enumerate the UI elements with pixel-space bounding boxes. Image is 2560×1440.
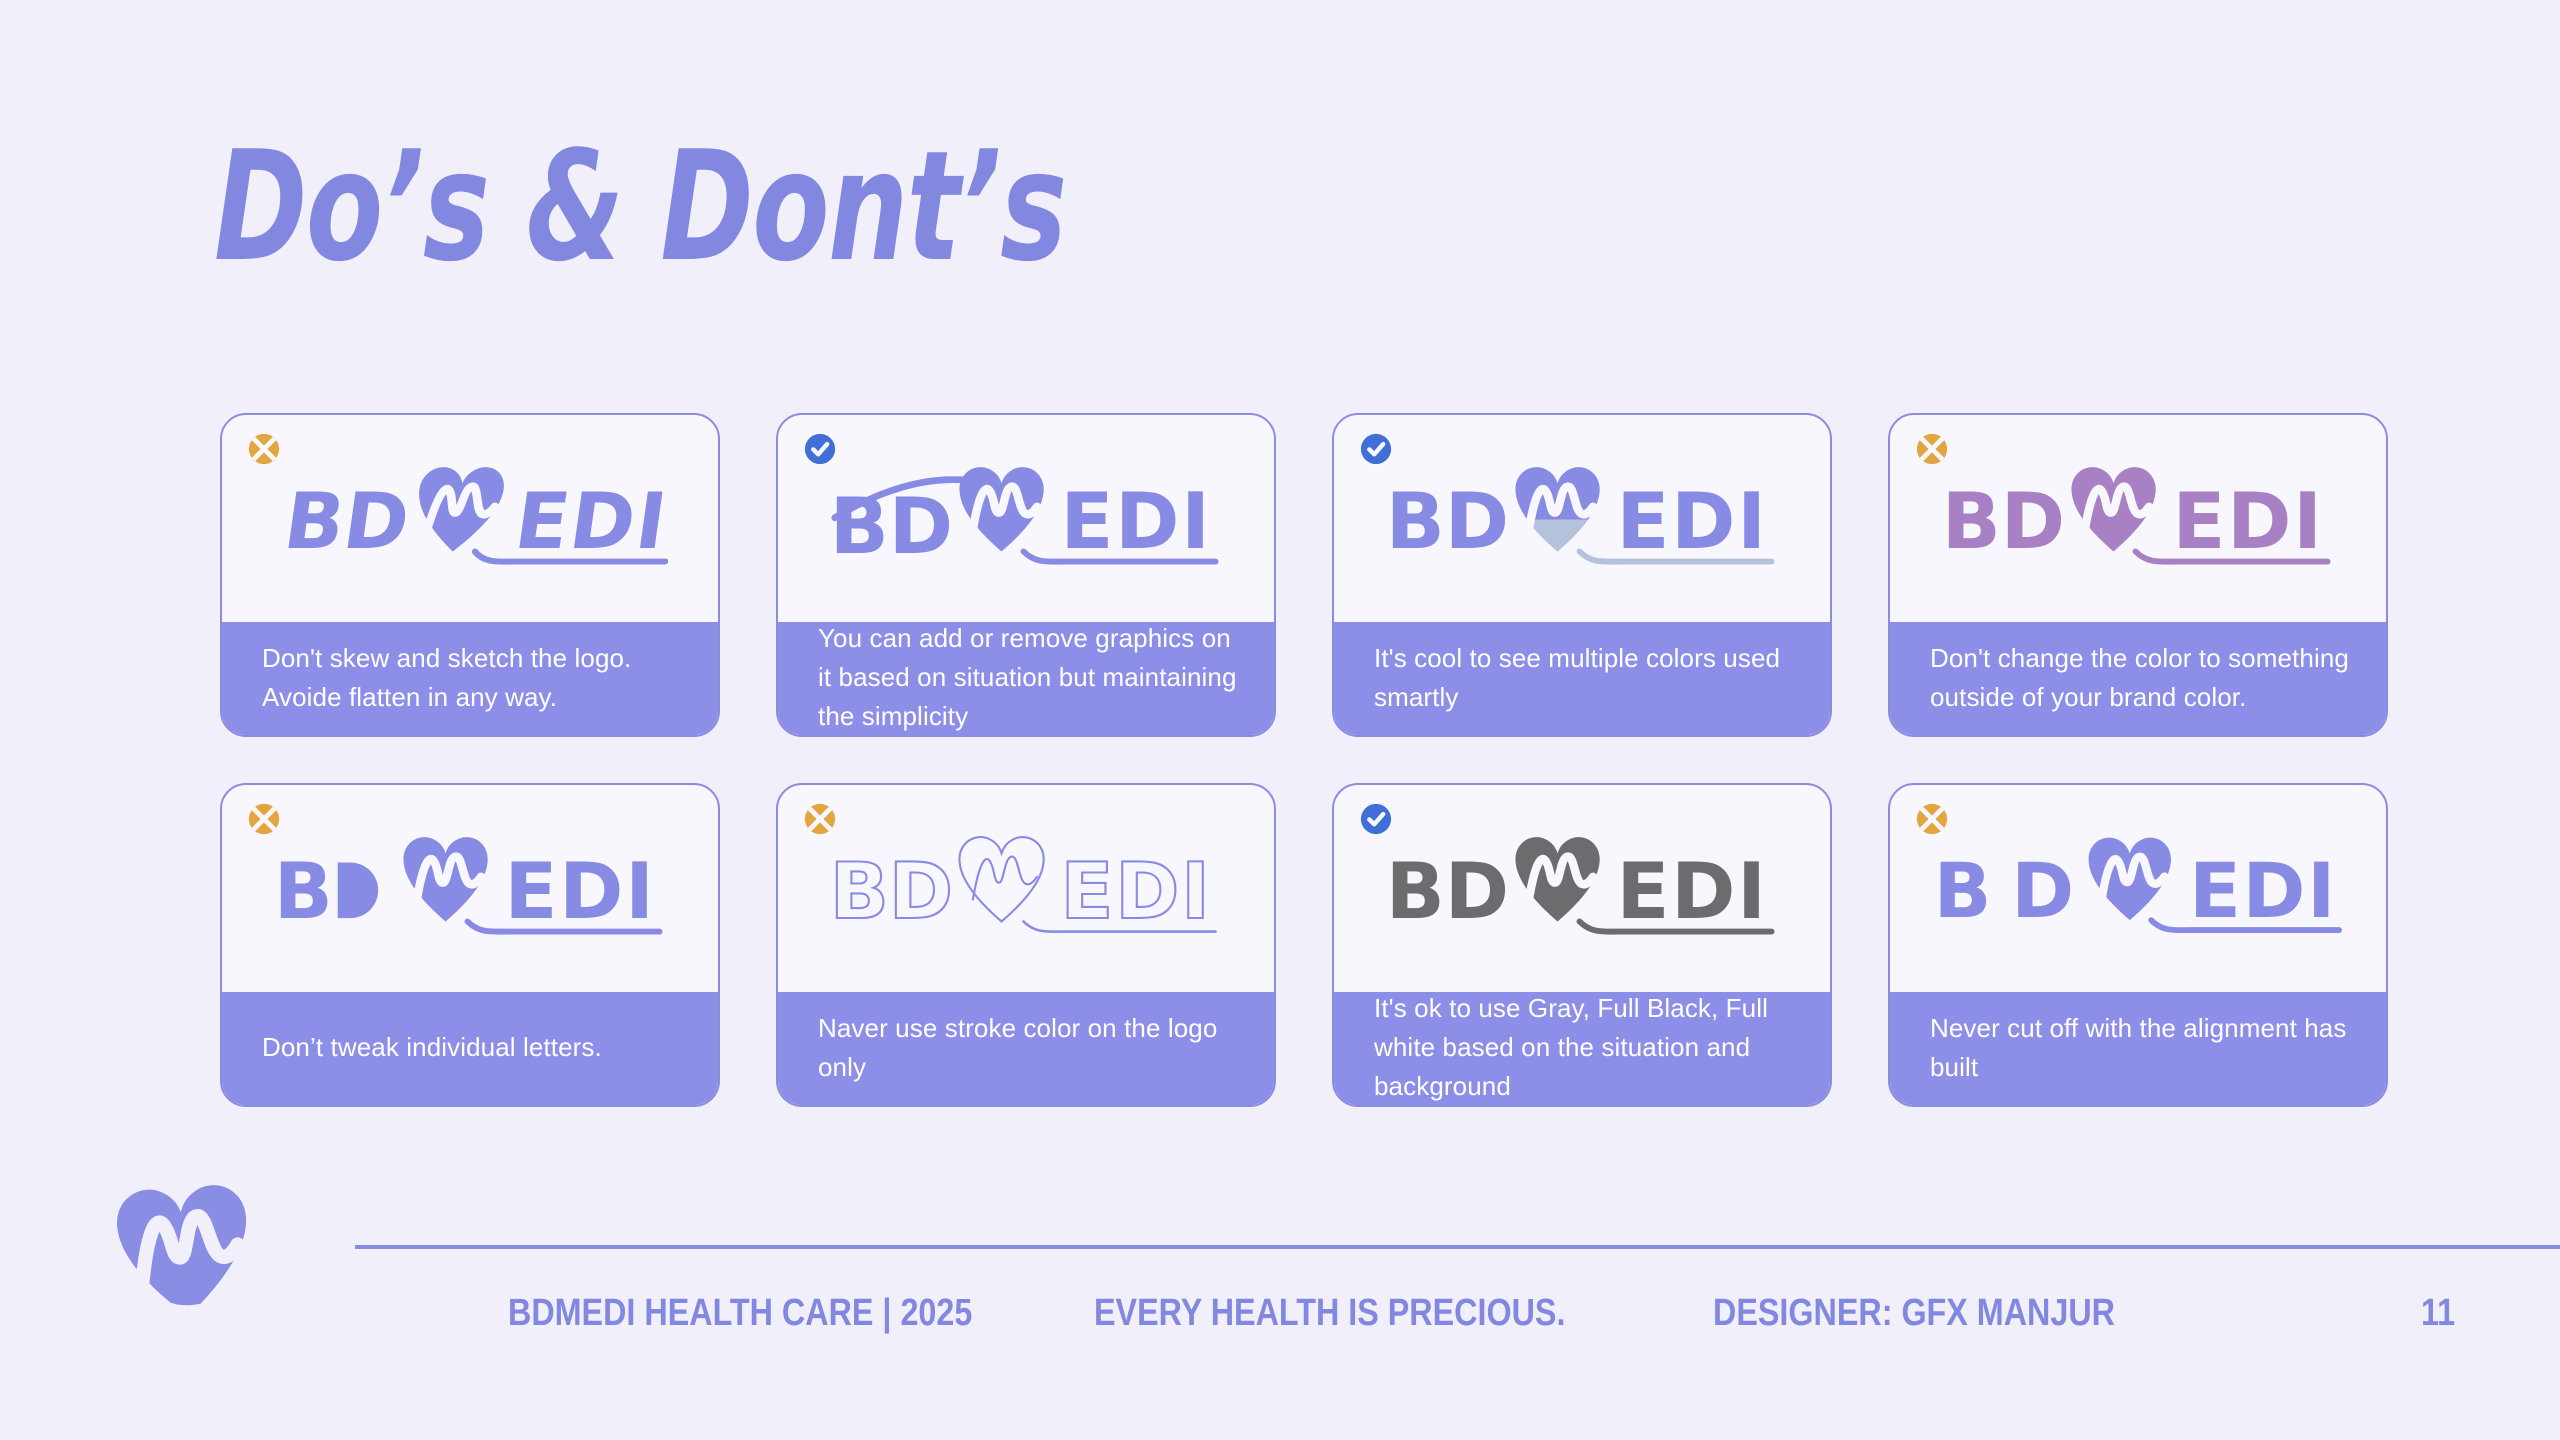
page-number: 11 — [2421, 1292, 2456, 1334]
card-caption: Don't change the color to something outs… — [1930, 642, 2349, 712]
footer-tagline: EVERY HEALTH IS PRECIOUS. — [1094, 1292, 1566, 1334]
x-circle-icon — [248, 433, 280, 465]
bdmedi-logo-outline: BD EDI — [829, 835, 1217, 938]
footer-designer: DESIGNER: GFX MANJUR — [1713, 1292, 2115, 1334]
brand-heart-mark-icon — [110, 1182, 253, 1322]
card-caption: Don't skew and sketch the logo. Avoide f… — [262, 642, 632, 712]
caption-strip: It's cool to see multiple colors used sm… — [1334, 622, 1830, 735]
logo-letters-bd: BD — [830, 847, 953, 937]
footer-divider — [355, 1245, 2560, 1249]
logo-area: BD EDI — [778, 785, 1274, 992]
bdmedi-logo-tweaked: B EDI — [274, 836, 668, 937]
logo-letters-bd: BD — [1386, 477, 1509, 567]
logo-letters-edi: EDI — [1617, 847, 1768, 937]
bdmedi-logo-skewed: BD EDI — [279, 466, 668, 567]
card-added-graphic: BD EDI You can add or remove graphics on… — [776, 413, 1276, 737]
caption-strip: Don’t tweak individual letters. — [222, 992, 718, 1105]
card-caption: It's cool to see multiple colors used sm… — [1374, 642, 1781, 712]
bdmedi-logo-multicolor: BD EDI — [1386, 466, 1780, 567]
logo-letters-edi: EDI — [505, 847, 656, 937]
logo-area: B EDI — [222, 785, 718, 992]
logo-letters-bd: BD — [1942, 477, 2065, 567]
logo-letters-edi: EDI — [2173, 477, 2324, 567]
logo-letters-bd: BD — [279, 477, 415, 567]
card-grayscale: BD EDI It's ok to use Gray, Full Black, … — [1332, 783, 1832, 1107]
caption-strip: Don't change the color to something outs… — [1890, 622, 2386, 735]
card-multiple-colors: BD EDI It's cool to see multiple colors … — [1332, 413, 1832, 737]
logo-letter-b: B — [274, 847, 333, 937]
x-circle-icon — [804, 803, 836, 835]
check-circle-icon — [1360, 433, 1392, 465]
caption-strip: Naver use stroke color on the logo only — [778, 992, 1274, 1105]
logo-area: BD EDI — [222, 415, 718, 622]
card-caption: Naver use stroke color on the logo only — [818, 1012, 1218, 1082]
caption-strip: Never cut off with the alignment has bui… — [1890, 992, 2386, 1105]
bdmedi-logo-with-graphic: BD EDI — [830, 466, 1224, 572]
caption-strip: You can add or remove graphics on it bas… — [778, 622, 1274, 735]
card-stroke-outline: BD EDI Naver use stroke color on the log… — [776, 783, 1276, 1107]
card-caption: Never cut off with the alignment has bui… — [1930, 1012, 2347, 1082]
tweaked-letter-d — [337, 862, 379, 918]
logo-area: BD EDI — [1890, 415, 2386, 622]
logo-letters-edi: EDI — [1061, 477, 1212, 567]
logo-letters-bd: BD — [830, 482, 953, 572]
card-caption: You can add or remove graphics on it bas… — [818, 623, 1237, 731]
x-circle-icon — [1916, 433, 1948, 465]
card-skewed-sketched: BD EDI Don't skew and sketch the logo. A… — [220, 413, 720, 737]
card-off-brand-color: BD EDI Don't change the color to somethi… — [1888, 413, 2388, 737]
card-tweaked-letters: B EDI Don’t tweak individual letters. — [220, 783, 720, 1107]
x-circle-icon — [248, 803, 280, 835]
logo-area: BD EDI — [1334, 415, 1830, 622]
bdmedi-logo-gray: BD EDI — [1386, 836, 1780, 937]
card-broken-alignment: BD EDI Never cut off with the alignment … — [1888, 783, 2388, 1107]
caption-strip: Don't skew and sketch the logo. Avoide f… — [222, 622, 718, 735]
footer-company: BDMEDI HEALTH CARE | 2025 — [508, 1292, 973, 1334]
check-circle-icon — [1360, 803, 1392, 835]
x-circle-icon — [1916, 803, 1948, 835]
logo-area: BD EDI — [1334, 785, 1830, 992]
logo-area: BD EDI — [778, 415, 1274, 622]
logo-letters-edi: EDI — [1617, 477, 1768, 567]
caption-strip: It's ok to use Gray, Full Black, Full wh… — [1334, 992, 1830, 1105]
logo-letters-bd: BD — [1386, 847, 1509, 937]
logo-area: BD EDI — [1890, 785, 2386, 992]
card-caption: Don’t tweak individual letters. — [262, 1032, 602, 1062]
logo-letters-edi: EDI — [2189, 847, 2337, 935]
logo-letters-edi: EDI — [1061, 847, 1212, 937]
bdmedi-logo-spaced: BD EDI — [1934, 838, 2344, 935]
bdmedi-logo-offbrand: BD EDI — [1942, 466, 2336, 567]
card-caption: It's ok to use Gray, Full Black, Full wh… — [1374, 993, 1768, 1101]
check-circle-icon — [804, 433, 836, 465]
logo-letters-edi: EDI — [510, 477, 668, 567]
page-title: Do’s & Dont’s — [214, 118, 1067, 295]
cards-grid: BD EDI Don't skew and sketch the logo. A… — [220, 413, 2388, 1107]
logo-letters-bd: BD — [1934, 847, 2094, 935]
